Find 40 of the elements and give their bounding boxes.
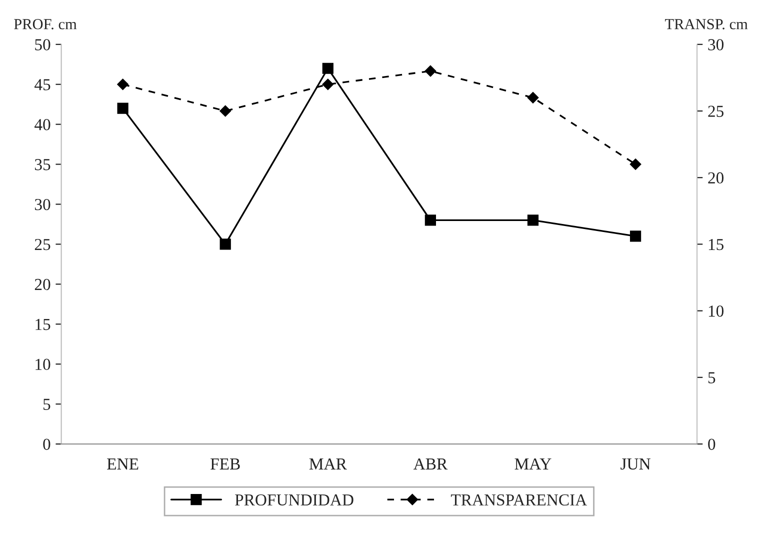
y-tick-label: 40 — [34, 119, 50, 130]
y-tick-label: 30 — [34, 198, 50, 210]
y-tick-label: 25 — [34, 238, 50, 250]
x-tick-label: MAY — [514, 458, 552, 470]
y-tick-label: 50 — [35, 39, 50, 50]
y-tick-label: 45 — [34, 79, 50, 90]
y2-tick-label: 5 — [708, 372, 716, 384]
point — [424, 214, 436, 226]
y2-tick-label: 20 — [708, 172, 724, 184]
x-tick-label: FEB — [210, 458, 240, 470]
x-tick-label: ENE — [107, 458, 138, 470]
y2-tick-label: 25 — [708, 106, 724, 117]
point — [424, 65, 436, 77]
y-tick-label: 5 — [44, 398, 50, 410]
y2-tick-label: 15 — [708, 238, 724, 250]
y-tick-label: 0 — [43, 438, 50, 450]
y-axis-title: PROF. cm — [14, 19, 77, 30]
point — [527, 92, 539, 104]
y-tick-label: 10 — [36, 358, 50, 370]
x-tick-label: ABR — [413, 458, 448, 470]
y2-tick-label: 10 — [708, 306, 724, 317]
point — [322, 78, 334, 90]
y-tick-label: 15 — [36, 318, 50, 330]
point — [630, 230, 642, 242]
y2-tick-label: 0 — [708, 438, 716, 450]
point — [117, 78, 128, 90]
point — [322, 62, 334, 74]
point — [630, 158, 642, 170]
point — [117, 102, 128, 114]
y2-axis-title: TRANSP. cm — [665, 19, 748, 30]
legend-label: TRANSPARENCIA — [450, 494, 588, 506]
y2-tick-label: 30 — [708, 39, 724, 50]
x-tick-label: JUN — [620, 458, 650, 470]
legend-label: PROFUNDIDAD — [235, 494, 354, 506]
point — [220, 238, 231, 250]
point — [527, 214, 539, 226]
y-tick-label: 20 — [34, 278, 50, 290]
point — [220, 105, 231, 117]
x-tick-label: MAR — [309, 458, 347, 470]
y-tick-label: 35 — [34, 159, 50, 170]
